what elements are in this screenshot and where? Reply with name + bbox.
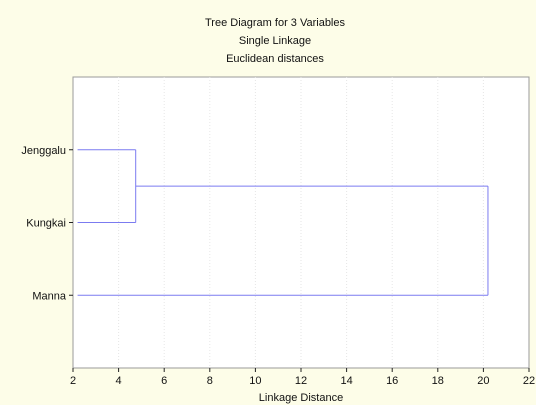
chart-title: Tree Diagram for 3 Variables (205, 17, 345, 29)
grid-lines (118, 77, 484, 368)
x-tick-label-2: 2 (70, 375, 76, 387)
chart-subtitle-linkage: Single Linkage (239, 35, 311, 47)
x-tick-label-6: 6 (161, 375, 167, 387)
x-axis-ticks: 2 4 6 8 10 12 14 16 18 20 22 (70, 368, 535, 387)
x-tick-label-4: 4 (116, 375, 122, 387)
leaf-labels: Jenggalu Kungkai Manna (21, 145, 73, 302)
x-tick-label-16: 16 (386, 375, 398, 387)
x-tick-label-12: 12 (295, 375, 307, 387)
chart-subtitle-distance: Euclidean distances (226, 53, 324, 65)
x-tick-label-10: 10 (249, 375, 261, 387)
plot-area (72, 76, 530, 369)
x-axis-title: Linkage Distance (259, 392, 343, 404)
x-tick-label-14: 14 (340, 375, 352, 387)
x-tick-label-8: 8 (207, 375, 213, 387)
x-tick-label-22: 22 (523, 375, 535, 387)
x-tick-label-18: 18 (432, 375, 444, 387)
tree-branches (77, 149, 489, 296)
leaf-label-kungkai: Kungkai (26, 218, 66, 230)
leaf-label-jenggalu: Jenggalu (21, 145, 66, 157)
x-tick-label-20: 20 (477, 375, 489, 387)
leaf-label-manna: Manna (32, 290, 67, 302)
